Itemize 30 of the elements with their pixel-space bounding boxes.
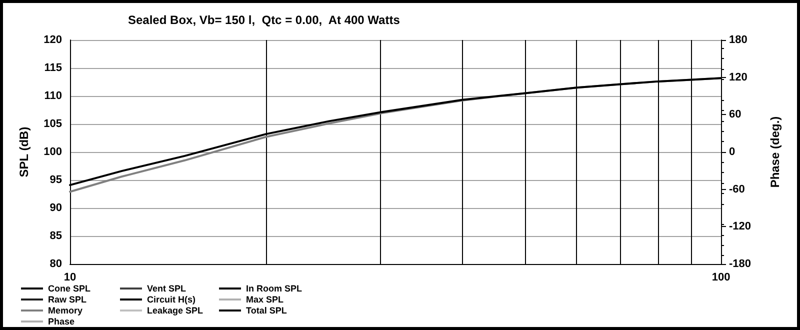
legend-label: Raw SPL [48, 294, 88, 304]
y2-tick-label: 0 [729, 146, 736, 158]
y-tick-label: 120 [44, 34, 62, 46]
y-tick-label: 95 [50, 174, 62, 186]
y2-tick-label: 180 [729, 34, 748, 46]
x-tick-label: 10 [64, 272, 76, 284]
legend-label: Phase [48, 316, 75, 326]
legend-label: Total SPL [246, 306, 288, 316]
y-tick-label: 100 [44, 146, 62, 158]
y2-tick-label: -180 [729, 258, 752, 270]
legend-label: Leakage SPL [147, 306, 204, 316]
y2-tick-label: -60 [729, 183, 745, 196]
y-tick-label: 115 [44, 62, 62, 74]
y-tick-label: 90 [50, 202, 62, 214]
legend-label: Memory [48, 306, 83, 316]
y2-tick-label: 120 [729, 71, 748, 84]
y-tick-label: 105 [44, 118, 62, 130]
y2-tick-label: 60 [729, 108, 742, 121]
y-tick-label: 85 [50, 230, 62, 242]
y2-tick-label: -120 [729, 220, 752, 233]
y-tick-label: 110 [44, 90, 62, 102]
legend-label: Circuit H(s) [147, 294, 196, 304]
legend-label: Max SPL [246, 294, 284, 304]
legend-label: Vent SPL [147, 284, 187, 294]
y2-axis-title: Phase (deg.) [768, 116, 782, 188]
legend-label: Cone SPL [48, 284, 92, 294]
legend-label: In Room SPL [246, 284, 302, 294]
y-axis-title: SPL (dB) [17, 126, 31, 178]
chart-title: Sealed Box, Vb= 150 l, Qtc = 0.00, At 400 Watts [128, 13, 400, 27]
y-tick-label: 80 [50, 258, 62, 270]
